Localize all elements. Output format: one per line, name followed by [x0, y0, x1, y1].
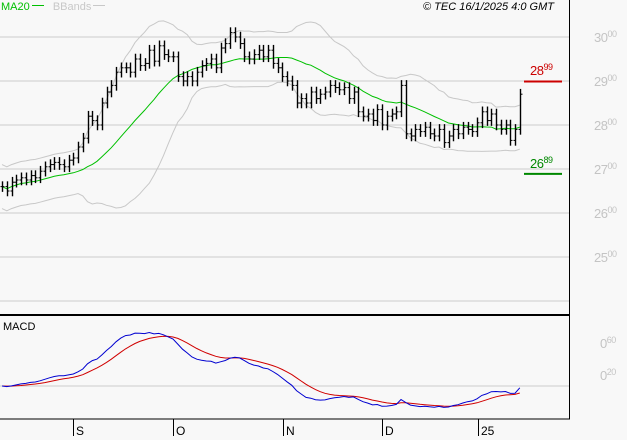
- label-dec: 00: [607, 117, 617, 127]
- ma20-line: [1, 57, 520, 190]
- macd-lines: [1, 331, 521, 408]
- legend-ma20: MA20 BBands: [1, 0, 106, 14]
- legend-bbands-label: BBands: [52, 1, 92, 13]
- support-label: 2689: [530, 154, 553, 171]
- copyright-timestamp: © TEC 16/1/2025 4:0 GMT: [423, 1, 554, 13]
- x-tick-label: D: [385, 424, 394, 438]
- label-dec: 00: [607, 29, 617, 39]
- macd-tick-label: 060: [600, 335, 617, 351]
- label-dec: 00: [607, 249, 617, 259]
- label-int: 0: [600, 336, 607, 351]
- label-dec: 00: [607, 205, 617, 215]
- label-int: 28: [530, 63, 544, 79]
- label-int: 25: [594, 250, 608, 265]
- bband-lower: [1, 81, 520, 212]
- label-int: 29: [594, 74, 608, 89]
- macd-line: [1, 331, 521, 408]
- macd-title: MACD: [3, 321, 36, 333]
- x-tick-label: N: [286, 424, 295, 438]
- chart-frame: [0, 0, 570, 436]
- y-tick-label: 2900: [594, 73, 617, 89]
- price-bars: [0, 27, 523, 197]
- bollinger-bands: [1, 20, 520, 212]
- y-tick-label: 2700: [594, 161, 617, 177]
- legend-ma20-label: MA20: [1, 1, 30, 13]
- macd-signal-line: [1, 335, 520, 407]
- label-int: 27: [594, 162, 608, 177]
- label-int: 26: [530, 155, 544, 171]
- label-dec: 00: [607, 161, 617, 171]
- bband-upper: [1, 20, 520, 168]
- x-tick-label: O: [176, 424, 186, 438]
- label-dec: 99: [543, 62, 553, 73]
- y-tick-label: 2800: [594, 117, 617, 133]
- x-tick-label: S: [76, 424, 85, 438]
- price-grid: [0, 36, 569, 387]
- legend-ma20-swatch: [31, 5, 44, 6]
- y-tick-label: 2500: [594, 249, 617, 265]
- label-int: 0: [600, 368, 607, 383]
- label-int: 28: [594, 118, 608, 133]
- y-tick-label: 3000: [594, 29, 617, 45]
- label-int: 26: [594, 206, 608, 221]
- y-tick-label: 2600: [594, 205, 617, 221]
- x-tick-label: 25: [481, 424, 495, 438]
- label-dec: 89: [543, 154, 553, 165]
- label-int: 30: [594, 30, 608, 45]
- label-dec: 60: [606, 335, 617, 345]
- resistance-label: 2899: [530, 62, 553, 79]
- legend-bbands-swatch: [93, 5, 106, 6]
- price-levels: [524, 80, 562, 175]
- ma20-path: [1, 57, 520, 190]
- label-dec: 20: [606, 367, 617, 377]
- label-dec: 00: [607, 73, 617, 83]
- macd-tick-label: 020: [600, 367, 617, 383]
